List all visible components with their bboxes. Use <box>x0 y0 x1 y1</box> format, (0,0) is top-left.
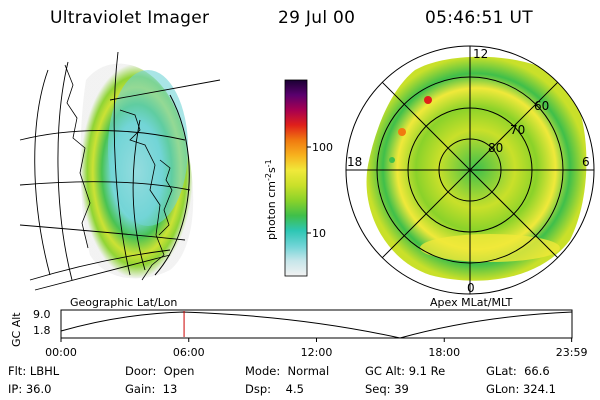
apex-caption: Apex MLat/MLT <box>430 296 513 309</box>
info-gc-alt: GC Alt: 9.1 Re <box>365 364 446 378</box>
dayside-spot-1 <box>424 96 432 104</box>
info-glat: GLat: 66.6 <box>486 364 550 378</box>
altitude-xtick-label: 00:00 <box>45 346 77 359</box>
bright-arc <box>420 234 560 262</box>
altitude-curve <box>60 311 573 339</box>
altitude-xtick-label: 23:59 <box>556 346 588 359</box>
dayside-spot-3 <box>389 157 395 163</box>
altitude-ytick-high: 9.0 <box>33 308 51 321</box>
mlt-label-12: 12 <box>473 47 488 61</box>
mlt-label-6: 6 <box>582 155 590 169</box>
earth-limb <box>154 94 190 276</box>
colorbar-unit-sup2: -1 <box>264 159 273 167</box>
colorbar-tick-10: 10 <box>312 227 326 240</box>
colorbar-tick-100: 100 <box>312 141 333 154</box>
geographic-map <box>19 51 221 291</box>
altitude-xticks: 00:00 06:00 12:00 18:00 23:59 <box>45 338 587 359</box>
altitude-ylabel: GC Alt <box>10 312 23 347</box>
mlat-label-70: 70 <box>510 123 525 137</box>
altitude-frame <box>60 309 573 339</box>
coastlines <box>64 64 173 281</box>
instrument-title: Ultraviolet Imager <box>50 8 210 28</box>
info-ip: IP: 36.0 <box>8 382 52 396</box>
info-mode: Mode: Normal <box>245 364 330 378</box>
auroral-arc <box>108 70 188 226</box>
mlat-label-60: 60 <box>534 99 549 113</box>
polar-plot: 12 18 6 0 60 70 80 <box>345 45 595 295</box>
time-label: 05:46:51 UT <box>425 8 533 28</box>
info-gain: Gain: 13 <box>125 382 178 396</box>
info-seq: Seq: 39 <box>365 382 409 396</box>
info-flt: Flt: LBHL <box>8 364 60 378</box>
polar-grid <box>345 45 595 295</box>
mlt-label-18: 18 <box>347 155 362 169</box>
colorbar-unit-mid: s <box>265 167 278 173</box>
colorbar-unit-sup1: -2 <box>264 173 273 181</box>
altitude-xtick-label: 06:00 <box>173 346 205 359</box>
altitude-plot: GC Alt 9.0 1.8 00:00 06:00 12:00 18:00 23:59 <box>10 308 587 359</box>
geographic-caption: Geographic Lat/Lon <box>70 296 178 309</box>
altitude-xtick-label: 12:00 <box>301 346 333 359</box>
latlon-grid <box>19 51 221 291</box>
mlt-label-0: 0 <box>467 281 475 295</box>
mlat-label-80: 80 <box>488 141 503 155</box>
altitude-xtick-label: 18:00 <box>428 346 460 359</box>
colorbar-unit-main: photon cm <box>265 181 278 240</box>
info-door: Door: Open <box>125 364 195 378</box>
svg-text:photon cm-2s-1: photon cm-2s-1 <box>264 159 278 240</box>
altitude-ytick-low: 1.8 <box>33 324 51 337</box>
auroral-oval-image <box>366 56 587 281</box>
dayside-spot-2 <box>398 128 406 136</box>
info-glon: GLon: 324.1 <box>486 382 556 396</box>
colorbar: 100 10 <box>284 79 333 277</box>
date-label: 29 Jul 00 <box>278 8 356 28</box>
colorbar-unit-label: photon cm-2s-1 <box>264 159 278 240</box>
info-dsp: Dsp: 4.5 <box>245 382 304 396</box>
